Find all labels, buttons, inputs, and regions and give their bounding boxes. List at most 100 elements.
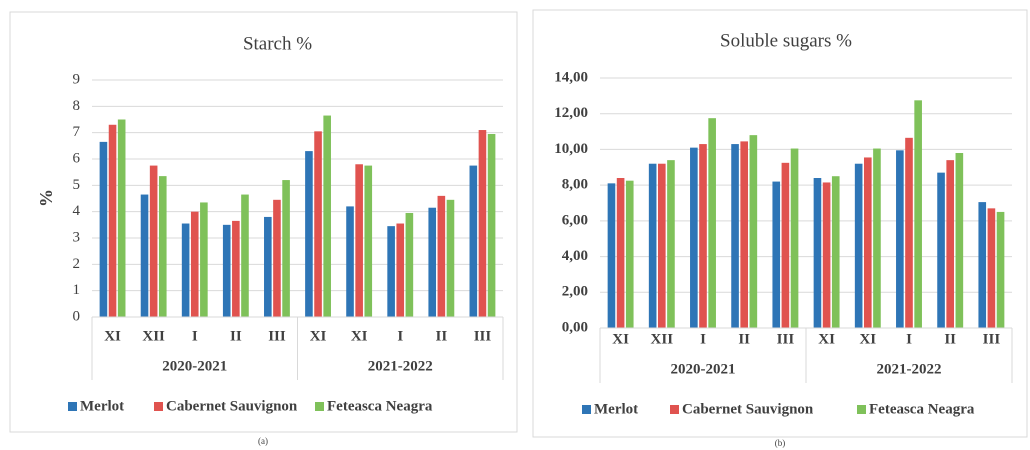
x-tick-label: III [777,331,795,347]
legend-label: Cabernet Sauvignon [682,401,814,417]
legend-label: Merlot [80,398,124,414]
x-tick-label: III [983,331,1001,347]
bar [282,180,290,317]
bar [822,182,831,328]
bar [914,100,922,328]
bar [469,165,478,317]
x-tick-label: XII [651,331,674,347]
bar [323,115,331,317]
bar [648,163,657,328]
group-label: 2020-2021 [162,358,227,374]
bar [273,199,281,317]
x-tick-label: XI [310,328,327,344]
y-tick-label: 5 [73,177,81,193]
bar [863,157,872,328]
bar [446,199,455,317]
bar [140,194,149,317]
x-tick-label: III [474,328,492,344]
bar [946,160,955,328]
bar [437,195,446,317]
y-tick-label: 3 [73,229,81,245]
chart-frame [9,11,518,433]
bar [854,163,863,328]
bar [478,130,487,317]
bar [772,181,781,328]
bar [625,180,634,328]
bar [387,226,395,317]
bar [232,220,240,317]
y-tick-label: 8 [73,98,81,114]
bar [667,160,675,328]
bar [873,148,881,328]
legend-label: Cabernet Sauvignon [166,398,298,414]
y-tick-label: 6,00 [562,212,588,228]
group-label: 2021-2022 [368,358,433,374]
bar [607,183,616,328]
legend-label: Feteasca Neagra [869,401,975,417]
bar [749,135,758,328]
bar [813,178,822,328]
bar [996,211,1005,328]
bar [396,223,405,317]
bar [905,137,913,328]
bar [190,211,199,317]
bar [428,207,437,317]
bar [355,164,363,317]
legend-swatch [582,405,591,414]
bar [708,118,716,328]
caption: (b) [775,438,786,448]
bar [149,165,158,317]
x-tick-label: XI [859,331,876,347]
bar [181,223,190,317]
bar [978,202,987,328]
caption: (a) [258,436,268,446]
y-tick-label: 7 [73,124,81,140]
y-tick-label: 8,00 [562,177,588,193]
y-tick-label: 0 [73,308,81,324]
bar [346,206,354,317]
group-label: 2020-2021 [671,361,736,377]
group-label: 2021-2022 [877,361,942,377]
x-tick-label: I [397,328,403,344]
bar [690,147,698,328]
legend-swatch [857,405,866,414]
bar [896,150,904,328]
bar [740,141,749,328]
legend-swatch [315,402,324,411]
y-tick-label: 4 [73,203,81,219]
bar [314,131,322,317]
bar [955,153,964,328]
y-tick-label: 2,00 [562,284,588,300]
bar [405,212,414,317]
bar [200,202,208,317]
bar [987,208,996,328]
legend-label: Feteasca Neagra [327,398,433,414]
bar [831,176,840,328]
legend-label: Merlot [594,401,638,417]
y-axis-label: % [36,189,56,207]
bar [487,133,496,317]
x-tick-label: XII [142,328,165,344]
x-tick-label: III [268,328,286,344]
y-tick-label: 2 [73,256,81,272]
x-tick-label: XI [818,331,835,347]
bar [699,144,707,328]
y-tick-label: 1 [73,282,81,298]
x-tick-label: XI [612,331,629,347]
bar [241,194,249,317]
legend-swatch [68,402,77,411]
bar [264,216,272,317]
bar [99,141,108,317]
bar [616,178,625,328]
legend-swatch [154,402,163,411]
bar [790,148,799,328]
legend-swatch [670,405,679,414]
y-tick-label: 12,00 [554,105,588,121]
x-tick-label: II [944,331,956,347]
y-tick-label: 14,00 [554,69,588,85]
bar [305,151,313,317]
bar [657,163,666,328]
bar [108,124,117,318]
x-tick-label: XI [104,328,121,344]
